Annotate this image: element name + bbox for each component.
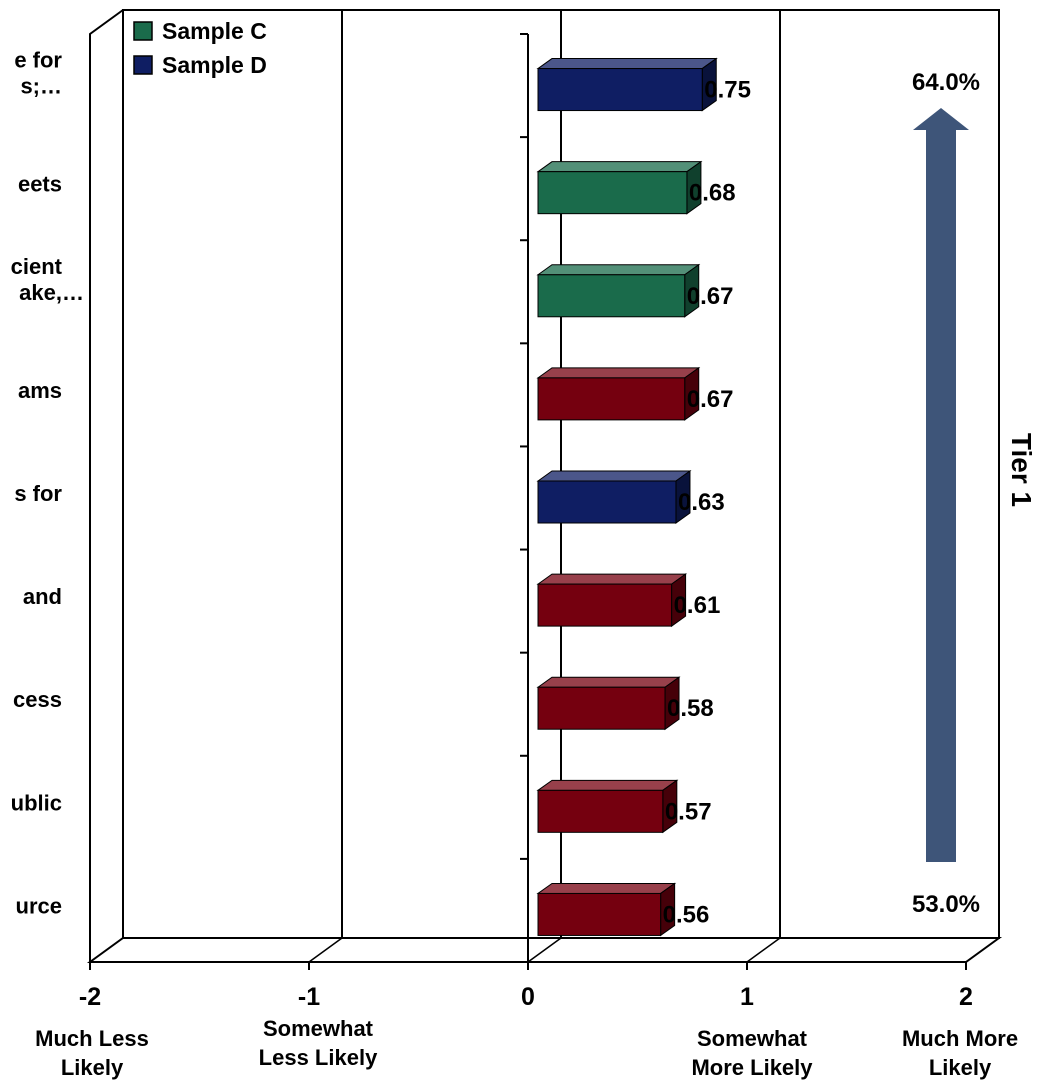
bar-top [536, 676, 681, 688]
bar-value-label: 0.56 [663, 901, 710, 928]
x-tick-label: 1 [740, 983, 754, 1011]
bar-value-label: 0.63 [678, 489, 725, 516]
bar [536, 573, 688, 628]
bar-top [536, 779, 679, 791]
bar-front [537, 68, 703, 112]
bar-front [537, 686, 666, 730]
bar [536, 882, 677, 937]
bar-front [537, 789, 664, 833]
arrow-bottom-label: 53.0% [912, 891, 980, 918]
category-label: eets [18, 172, 62, 197]
x-sublabel: Somewhat More Likely [691, 1026, 813, 1080]
category-label: e for s;… [14, 48, 62, 99]
bar-front [537, 892, 662, 936]
bars: 0.75 0.68 0.67 0.67 0.63 0.61 0.58 0.57 0.56 [536, 57, 751, 937]
legend-label: Sample D [162, 52, 267, 78]
arrow-head [913, 108, 969, 130]
bar-top [536, 161, 703, 173]
tier-arrow: 64.0% 53.0% Tier 1 [912, 69, 1037, 918]
bar [536, 470, 692, 524]
x-sublabel: Much Less Likely [35, 1026, 149, 1080]
bar [536, 676, 681, 731]
bar-value-label: 0.57 [665, 798, 712, 825]
arrow-top-label: 64.0% [912, 69, 980, 96]
bar [536, 263, 701, 318]
left-wall-edge [89, 9, 124, 962]
x-tick-label: -1 [298, 983, 320, 1011]
bar-top [536, 264, 701, 276]
category-label: ams [18, 378, 62, 403]
bar-value-label: 0.61 [674, 592, 721, 619]
legend-swatch [133, 55, 153, 75]
bar [536, 366, 701, 421]
bar-value-label: 0.75 [704, 77, 751, 104]
floor-gridline [308, 937, 343, 963]
bar [536, 779, 679, 834]
bar-top [536, 470, 692, 482]
bar-value-label: 0.67 [687, 386, 734, 413]
bar-value-label: 0.68 [689, 180, 736, 207]
x-sublabel: Somewhat Less Likely [259, 1016, 378, 1070]
floor-gridline [527, 937, 562, 963]
bar-front [537, 480, 677, 524]
category-labels: e for s;… eets cient ake,… ams s for and cess ubl… [11, 48, 84, 919]
bar-top [536, 882, 677, 894]
legend-swatch [133, 21, 153, 41]
x-tick-label: 2 [959, 983, 973, 1011]
bar-value-label: 0.67 [687, 283, 734, 310]
x-axis: -2 -1 0 1 2 Much Less Likely Somewhat Less Likel… [35, 962, 1018, 1080]
category-label: ublic [11, 790, 62, 815]
category-label: cient ake,… [11, 254, 84, 305]
bar-front [537, 583, 673, 627]
x-tick-label: 0 [521, 983, 535, 1011]
bar-front [537, 377, 686, 421]
x-tick-label: -2 [79, 983, 101, 1011]
floor-gridline [746, 937, 781, 963]
legend: Sample C Sample D [133, 18, 267, 78]
category-label: s for [14, 481, 62, 506]
category-label: and [23, 584, 62, 609]
bar [536, 57, 718, 112]
category-label: urce [16, 893, 62, 918]
bar-front [537, 274, 686, 318]
bar-top [536, 573, 688, 585]
arrow-shaft [926, 130, 956, 862]
x-sublabel: Much More Likely [902, 1026, 1018, 1080]
bar [536, 160, 703, 215]
bar-value-label: 0.58 [667, 695, 714, 722]
tier-label: Tier 1 [1006, 433, 1037, 507]
bar-top [536, 367, 701, 379]
bar-front [537, 171, 688, 215]
legend-label: Sample C [162, 18, 267, 44]
category-label: cess [13, 687, 62, 712]
bar-top [536, 58, 718, 70]
